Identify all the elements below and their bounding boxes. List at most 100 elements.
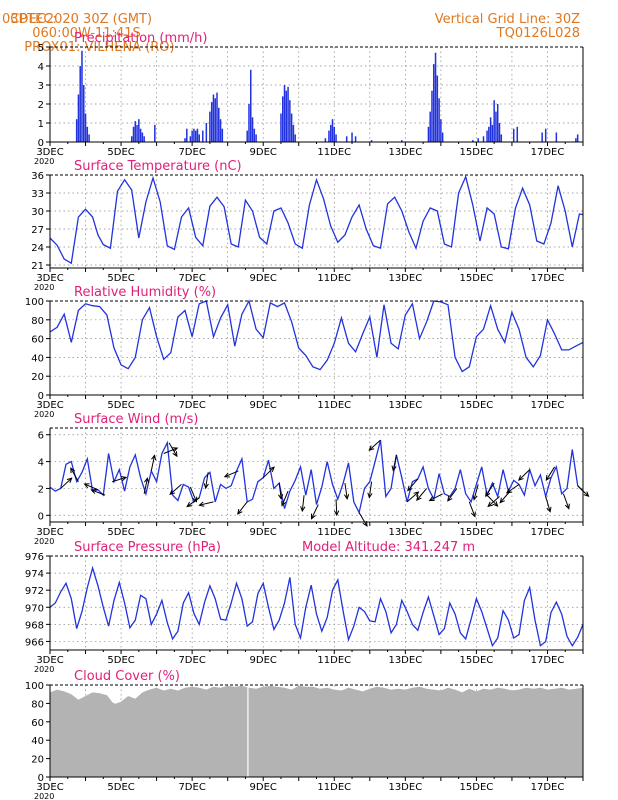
y-tick-label: 5	[38, 43, 44, 54]
precip-bar	[441, 132, 444, 142]
wind-arrow-shaft	[368, 481, 373, 498]
wind-series-line	[49, 439, 584, 515]
wind-arrow-head	[172, 451, 178, 458]
x-tick-label: 13DEC	[388, 400, 422, 411]
precip-bar	[401, 140, 403, 142]
x-tick-label: 7DEC	[178, 273, 205, 284]
precip-bar	[189, 136, 192, 142]
precip-bar	[281, 96, 284, 142]
precip-bar	[575, 138, 577, 142]
precip-bar	[438, 98, 440, 142]
x-tick-label: 11DEC	[317, 147, 351, 158]
precip-bar	[482, 136, 485, 142]
precip-bar	[248, 104, 250, 142]
wind-arrow	[278, 482, 284, 501]
wind-arrow-shaft	[237, 501, 248, 515]
wind-arrow-head	[499, 497, 505, 504]
wind-arrow-head	[362, 520, 368, 528]
y-tick-label: 1	[38, 119, 44, 130]
panel-cloud: 0 20 40 60 80 100 3DEC 5DEC 7DEC 9DEC 11DEC 13DEC 15…	[25, 669, 584, 800]
wind-arrow	[163, 447, 179, 454]
precip-bar	[498, 123, 501, 142]
precip-bar	[436, 75, 439, 142]
precip-bar	[433, 64, 435, 142]
precip-bar	[83, 85, 85, 142]
x-tick-label: 15DEC	[460, 273, 494, 284]
x-year-label: 2020	[34, 283, 54, 292]
x-tick-label: 9DEC	[250, 400, 277, 411]
x-tick-label: 7DEC	[178, 527, 205, 538]
wind-arrow	[60, 477, 73, 489]
wind-arrow-shaft	[150, 455, 155, 472]
wind-arrow	[198, 501, 214, 507]
y-tick-label: 20	[31, 372, 44, 383]
wind-arrow-shaft	[545, 466, 555, 481]
precip-bar	[84, 113, 87, 142]
precip-bar	[496, 104, 499, 142]
y-tick-label: 100	[25, 681, 44, 692]
y-tick-label: 20	[31, 755, 44, 766]
x-tick-label: 11DEC	[317, 400, 351, 411]
precip-bar	[136, 124, 138, 142]
precip-bar	[472, 140, 474, 142]
wind-arrow-shaft	[168, 442, 178, 457]
wind-arrow	[545, 496, 552, 513]
wind-arrow-head	[487, 501, 494, 508]
x-tick-label: 15DEC	[460, 527, 494, 538]
wind-arrow	[447, 488, 458, 502]
x-tick-label: 3DEC	[36, 273, 63, 284]
x-tick-label: 5DEC	[107, 147, 134, 158]
wind-arrow-head	[367, 492, 373, 499]
wind-arrow	[300, 495, 306, 513]
wind-arrow	[70, 467, 79, 482]
y-tick-label: 0	[38, 391, 44, 402]
wind-arrow-head	[83, 483, 90, 489]
precip-bar	[290, 113, 293, 142]
x-tick-label: 9DEC	[250, 527, 277, 538]
x-tick-label: 9DEC	[250, 782, 277, 793]
wind-arrow-head	[413, 491, 420, 497]
y-tick-label: 40	[31, 353, 44, 364]
wind-arrow-shaft	[429, 493, 443, 502]
precip-bar	[576, 134, 579, 142]
wind-arrow-shaft	[506, 483, 520, 494]
x-tick-label: 11DEC	[317, 782, 351, 793]
precip-bar	[132, 126, 135, 142]
wind-arrow-head	[505, 488, 512, 494]
panel-precip: 0 1 2 3 4 5 3DEC 5DEC 7DEC 9DEC 11DEC 13DEC 15DEC 17D…	[34, 31, 584, 166]
wind-arrow-head	[172, 447, 179, 453]
x-tick-label: 17DEC	[531, 400, 565, 411]
wind-arrow	[186, 497, 200, 508]
precip-bar	[328, 130, 330, 142]
precip-bar	[345, 136, 348, 142]
wind-arrow	[486, 494, 499, 507]
precip-bar	[130, 136, 133, 142]
y-tick-label: 970	[25, 603, 44, 614]
precip-bar	[431, 90, 433, 142]
precip-bar	[186, 128, 188, 142]
precip-bar	[221, 128, 224, 142]
precip-bar	[75, 119, 78, 142]
x-year-label: 2020	[34, 410, 54, 419]
x-year-label: 2020	[34, 792, 54, 800]
wind-arrow-head	[121, 476, 128, 482]
wind-arrow-head	[237, 508, 243, 515]
wind-arrow-head	[492, 501, 499, 507]
precip-bar	[194, 130, 197, 142]
wind-arrow	[237, 501, 248, 515]
x-tick-label: 15DEC	[460, 782, 494, 793]
y-tick-label: 0	[38, 511, 44, 522]
x-tick-label: 17DEC	[531, 273, 565, 284]
precip-bar	[212, 94, 215, 142]
x-tick-label: 3DEC	[36, 782, 63, 793]
wind-arrow-head	[407, 485, 413, 492]
y-tick-label: 100	[25, 297, 44, 308]
wind-arrow-shaft	[169, 484, 182, 495]
wind-arrow	[281, 490, 289, 507]
x-year-label: 2020	[34, 537, 54, 546]
x-tick-label: 13DEC	[388, 655, 422, 666]
wind-arrow-head	[564, 503, 570, 510]
precip-bar	[138, 119, 140, 142]
x-tick-label: 11DEC	[317, 527, 351, 538]
